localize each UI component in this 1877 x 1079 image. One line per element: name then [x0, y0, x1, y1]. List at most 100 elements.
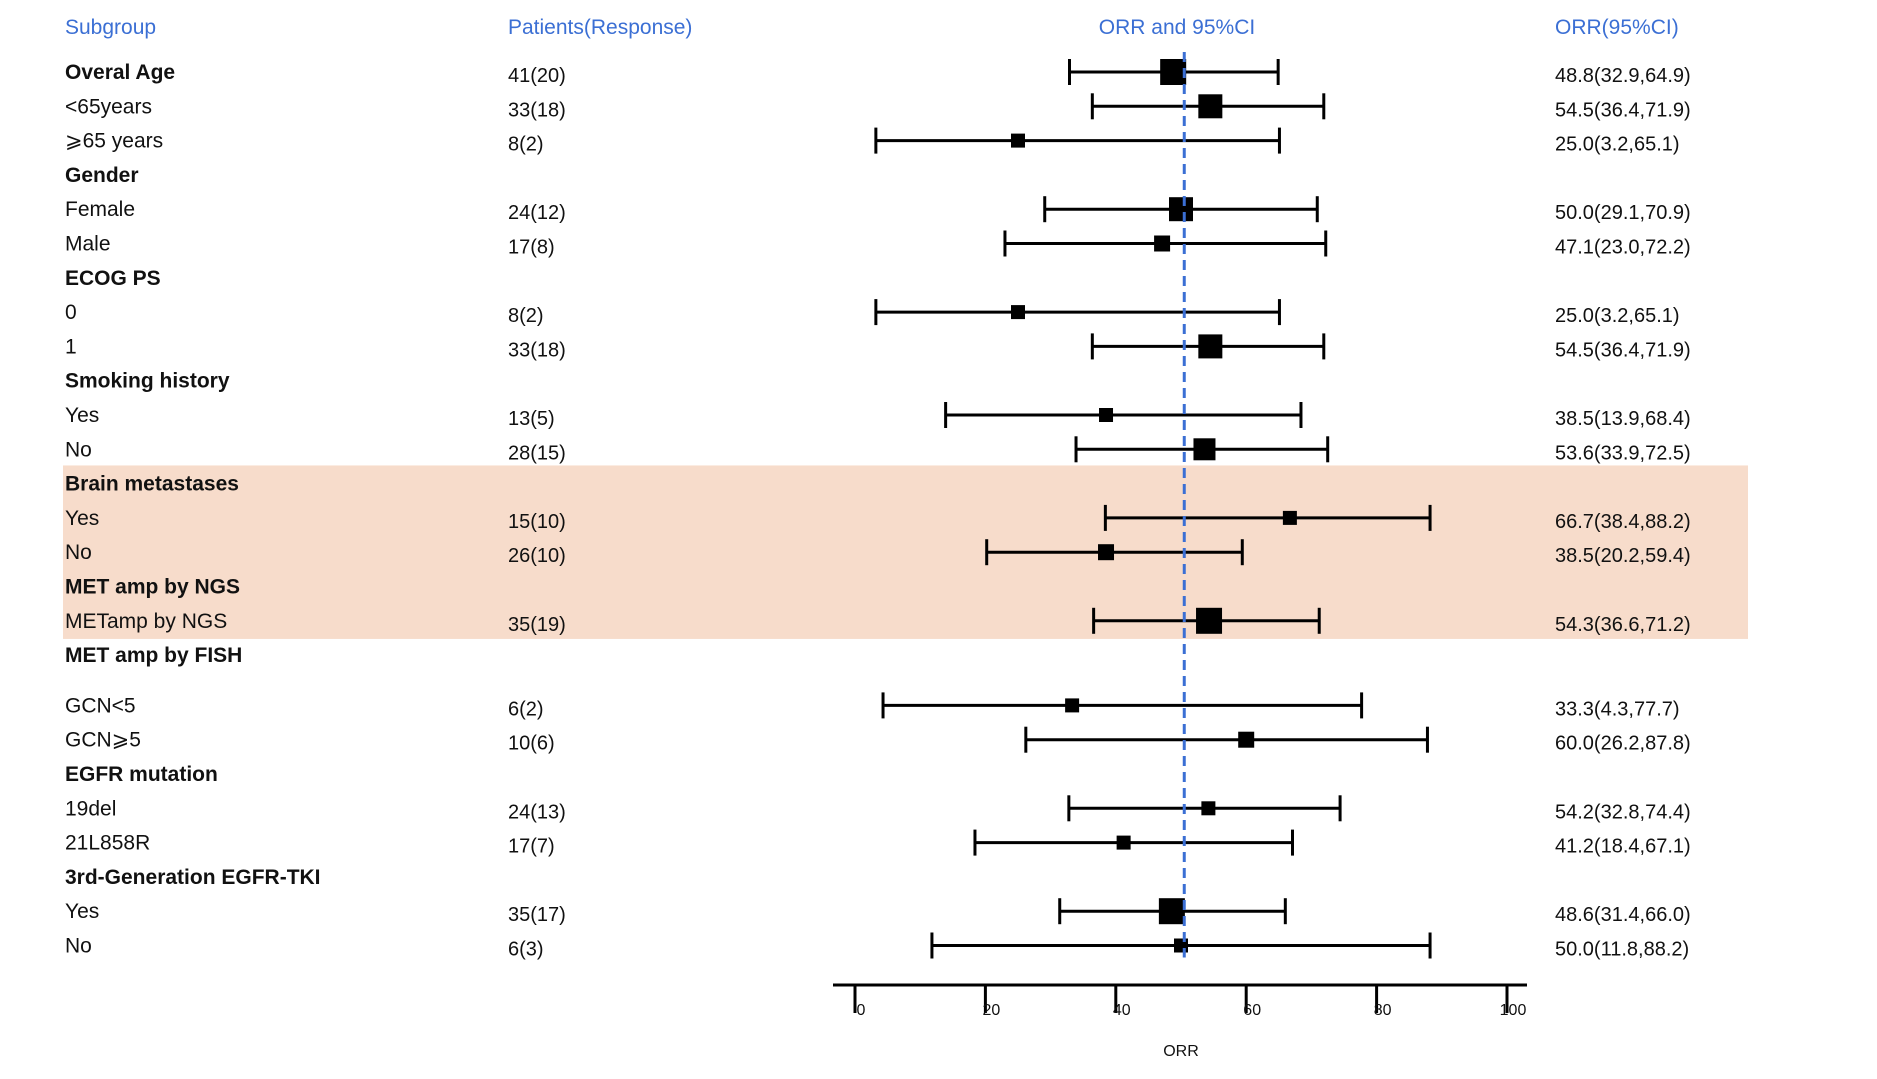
orr-ci-value: 54.3(36.6,71.2) — [1555, 614, 1691, 636]
subgroup-label: 1 — [65, 335, 77, 358]
forest-row: Gender — [65, 164, 139, 187]
x-axis-label: ORR — [1163, 1043, 1199, 1060]
patients-response: 35(19) — [508, 614, 566, 636]
subgroup-label: 0 — [65, 301, 77, 324]
point-estimate — [1011, 305, 1025, 320]
x-tick-label: 60 — [1243, 1002, 1261, 1019]
orr-ci-value: 47.1(23.0,72.2) — [1555, 237, 1691, 259]
point-estimate — [1198, 334, 1223, 359]
x-tick-label: 40 — [1113, 1002, 1131, 1019]
orr-ci-value: 66.7(38.4,88.2) — [1555, 511, 1691, 533]
patients-response: 33(18) — [508, 99, 566, 121]
patients-response: 15(10) — [508, 511, 566, 533]
forest-row: GCN⩾5 10(6) 60.0(26.2,87.8) — [65, 726, 1691, 755]
subgroup-heading: Overal Age — [65, 61, 175, 84]
header-subgroup: Subgroup — [65, 16, 156, 39]
point-estimate — [1238, 731, 1255, 748]
point-estimate — [1174, 938, 1188, 953]
subgroup-label: Yes — [65, 900, 99, 923]
forest-row: No 6(3) 50.0(11.8,88.2) — [65, 932, 1689, 961]
forest-row: MET amp by FISH — [65, 644, 242, 667]
orr-ci-value: 48.8(32.9,64.9) — [1555, 65, 1691, 87]
orr-ci-value: 54.2(32.8,74.4) — [1555, 801, 1691, 823]
subgroup-label: No — [65, 935, 92, 958]
subgroup-label: Female — [65, 198, 135, 221]
forest-row: No 26(10) 38.5(20.2,59.4) — [65, 539, 1691, 567]
forest-row: Brain metastases — [65, 473, 239, 496]
orr-ci-value: 50.0(11.8,88.2) — [1555, 939, 1689, 961]
header-patients: Patients(Response) — [508, 16, 692, 39]
patients-response: 6(2) — [508, 698, 544, 720]
x-axis: ORR 0 20 40 60 80 100 — [833, 983, 1527, 1060]
point-estimate — [1193, 438, 1216, 461]
orr-ci-value: 60.0(26.2,87.8) — [1555, 733, 1691, 755]
point-estimate — [1099, 408, 1114, 422]
patients-response: 28(15) — [508, 442, 566, 464]
header-estimate: ORR(95%CI) — [1555, 16, 1679, 39]
subgroup-label: METamp by NGS — [65, 610, 227, 633]
orr-ci-value: 25.0(3.2,65.1) — [1555, 134, 1680, 156]
forest-row: No 28(15) 53.6(33.9,72.5) — [65, 436, 1691, 464]
forest-row: 1 33(18) 54.5(36.4,71.9) — [65, 333, 1691, 361]
point-estimate — [1198, 94, 1223, 119]
patients-response: 6(3) — [508, 939, 544, 961]
subgroup-label: GCN⩾5 — [65, 729, 141, 752]
point-estimate — [1065, 698, 1080, 713]
forest-row: Overal Age 41(20) 48.8(32.9,64.9) — [65, 59, 1691, 87]
forest-row: ECOG PS — [65, 267, 161, 290]
forest-row: GCN<5 6(2) 33.3(4.3,77.7) — [65, 692, 1680, 720]
forest-row: METamp by NGS 35(19) 54.3(36.6,71.2) — [65, 607, 1691, 636]
forest-row: MET amp by NGS — [65, 576, 240, 599]
subgroup-label: GCN<5 — [65, 694, 136, 717]
subgroup-heading: Gender — [65, 164, 139, 187]
point-estimate — [1116, 835, 1131, 850]
subgroup-heading: MET amp by FISH — [65, 644, 242, 667]
subgroup-heading: MET amp by NGS — [65, 576, 240, 599]
subgroup-label: Yes — [65, 404, 99, 427]
forest-row: Yes 15(10) 66.7(38.4,88.2) — [65, 504, 1691, 533]
orr-ci-value: 38.5(20.2,59.4) — [1555, 545, 1691, 567]
header-plot: ORR and 95%CI — [1099, 16, 1255, 39]
forest-row: 19del 24(13) 54.2(32.8,74.4) — [65, 795, 1691, 823]
point-estimate — [1196, 607, 1223, 634]
patients-response: 26(10) — [508, 545, 566, 567]
patients-response: 24(12) — [508, 202, 566, 224]
patients-response: 8(2) — [508, 134, 544, 156]
forest-row: 3rd-Generation EGFR-TKI — [65, 866, 321, 889]
forest-row: EGFR mutation — [65, 763, 218, 786]
forest-row: 0 8(2) 25.0(3.2,65.1) — [65, 299, 1680, 327]
patients-response: 8(2) — [508, 305, 544, 327]
x-tick-label: 0 — [857, 1002, 866, 1019]
orr-ci-value: 54.5(36.4,71.9) — [1555, 339, 1691, 361]
subgroup-label: No — [65, 438, 92, 461]
orr-ci-value: 50.0(29.1,70.9) — [1555, 202, 1691, 224]
point-estimate — [1160, 59, 1187, 85]
subgroup-heading: Smoking history — [65, 370, 230, 393]
subgroup-label: No — [65, 541, 92, 564]
x-tick-label: 80 — [1374, 1002, 1392, 1019]
forest-row: Yes 13(5) 38.5(13.9,68.4) — [65, 402, 1691, 430]
forest-row: <65years 33(18) 54.5(36.4,71.9) — [65, 93, 1691, 121]
subgroup-heading: Brain metastases — [65, 473, 239, 496]
subgroup-label: Yes — [65, 507, 99, 530]
orr-ci-value: 41.2(18.4,67.1) — [1555, 836, 1691, 858]
column-headers: Subgroup Patients(Response) ORR and 95%C… — [65, 16, 1679, 39]
patients-response: 13(5) — [508, 408, 555, 430]
orr-ci-value: 33.3(4.3,77.7) — [1555, 698, 1680, 720]
patients-response: 10(6) — [508, 733, 555, 755]
point-estimate — [1282, 510, 1297, 525]
forest-row: Female 24(12) 50.0(29.1,70.9) — [65, 196, 1691, 224]
forest-row: 21L858R 17(7) 41.2(18.4,67.1) — [65, 829, 1691, 858]
subgroup-heading: 3rd-Generation EGFR-TKI — [65, 866, 321, 889]
highlight-band-layer — [63, 465, 1748, 639]
subgroup-label: 21L858R — [65, 832, 150, 855]
orr-ci-value: 25.0(3.2,65.1) — [1555, 305, 1680, 327]
patients-response: 35(17) — [508, 904, 566, 926]
forest-row: Male 17(8) 47.1(23.0,72.2) — [65, 230, 1691, 259]
point-estimate — [1201, 801, 1216, 816]
subgroup-heading: EGFR mutation — [65, 763, 218, 786]
forest-row: Smoking history — [65, 370, 230, 393]
orr-ci-value: 48.6(31.4,66.0) — [1555, 904, 1691, 926]
point-estimate — [1154, 235, 1171, 252]
